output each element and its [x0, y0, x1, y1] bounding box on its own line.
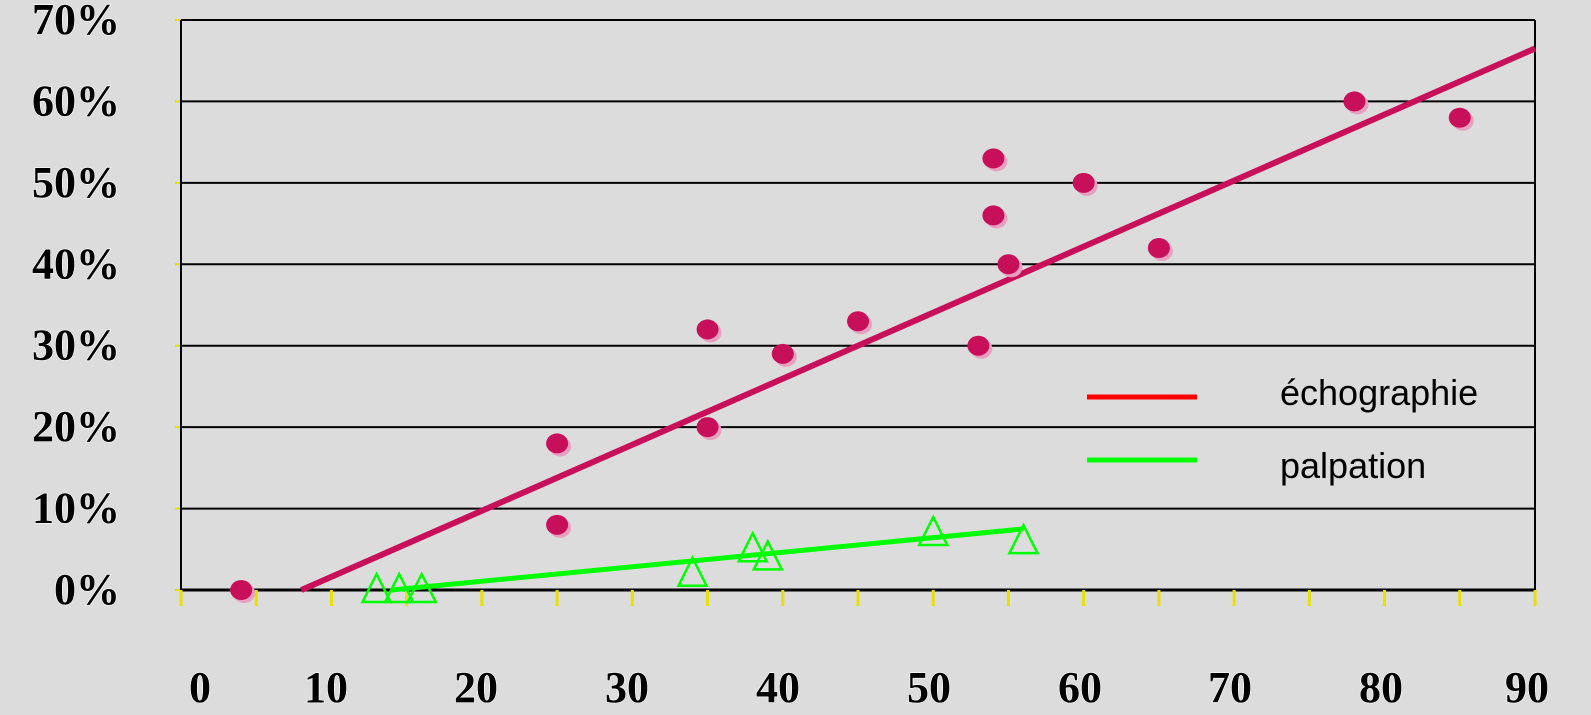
point-palpation: [917, 514, 950, 547]
point-echographie: [1147, 238, 1173, 261]
point-dot: [1343, 91, 1366, 112]
point-echographie: [982, 205, 1008, 229]
point-echographie: [967, 335, 993, 359]
trend-lines: [300, 45, 1537, 593]
point-dot: [696, 319, 719, 340]
ytick-label: 60%: [32, 76, 120, 125]
legend-label-echographie: échographie: [1280, 372, 1478, 413]
xtick-label: 10: [304, 663, 348, 712]
trend-line-palpation: [391, 526, 1024, 593]
point-echographie: [546, 433, 572, 457]
point-dot: [1072, 172, 1095, 193]
point-dot: [696, 417, 719, 438]
ytick-label: 70%: [32, 0, 120, 44]
point-dot: [982, 148, 1005, 169]
point-palpation: [676, 554, 709, 587]
legend: échographie palpation: [1087, 372, 1478, 486]
point-echographie: [847, 311, 872, 335]
grid-lines: [181, 19, 1535, 510]
ytick-label: 0%: [54, 565, 120, 614]
xtick-label: 90: [1505, 663, 1549, 712]
xtick-label: 50: [907, 663, 951, 712]
point-echographie: [1343, 91, 1369, 115]
point-echographie: [982, 148, 1008, 172]
point-echographie: [1072, 172, 1098, 196]
trend-line-echographie: [300, 45, 1537, 593]
xtick-label: 20: [454, 663, 498, 712]
point-palpation: [360, 571, 393, 604]
ytick-label: 50%: [32, 158, 120, 207]
point-palpation: [1007, 522, 1040, 555]
point-dot: [1448, 107, 1471, 128]
point-palpation: [736, 530, 769, 563]
point-dot: [847, 311, 869, 332]
xtick-label: 40: [756, 663, 800, 712]
xtick-label: 70: [1208, 663, 1252, 712]
point-echographie: [997, 254, 1023, 278]
point-dot: [771, 343, 794, 364]
point-dot: [967, 335, 990, 356]
point-dot: [1147, 238, 1170, 258]
ytick-label: 30%: [32, 321, 120, 370]
point-dot: [982, 205, 1005, 226]
point-echographie: [771, 343, 797, 367]
point-dot: [997, 254, 1020, 275]
point-echographie: [696, 319, 722, 343]
ytick-label: 20%: [32, 402, 120, 451]
xtick-label: 30: [605, 663, 649, 712]
point-dot: [230, 580, 253, 600]
point-echographie: [1448, 107, 1474, 131]
point-echographie: [230, 580, 256, 603]
point-palpation: [751, 538, 784, 571]
point-palpation: [405, 571, 438, 604]
point-palpation: [383, 571, 416, 604]
xtick-label: 0: [189, 663, 211, 712]
tick-labels: 0% 10% 20% 30% 40% 50% 60% 70% 0 10 20 30 40 50 60 70 80…: [31, 0, 1549, 713]
ytick-label: 10%: [32, 484, 120, 533]
data-points: [230, 91, 1474, 604]
xtick-label: 60: [1058, 663, 1102, 712]
axes: [175, 19, 1537, 606]
xtick-label: 80: [1359, 663, 1403, 712]
point-echographie: [696, 417, 722, 441]
point-dot: [546, 433, 569, 454]
legend-label-palpation: palpation: [1280, 445, 1426, 486]
point-dot: [546, 514, 569, 535]
ytick-label: 40%: [32, 239, 120, 288]
point-echographie: [546, 514, 572, 538]
